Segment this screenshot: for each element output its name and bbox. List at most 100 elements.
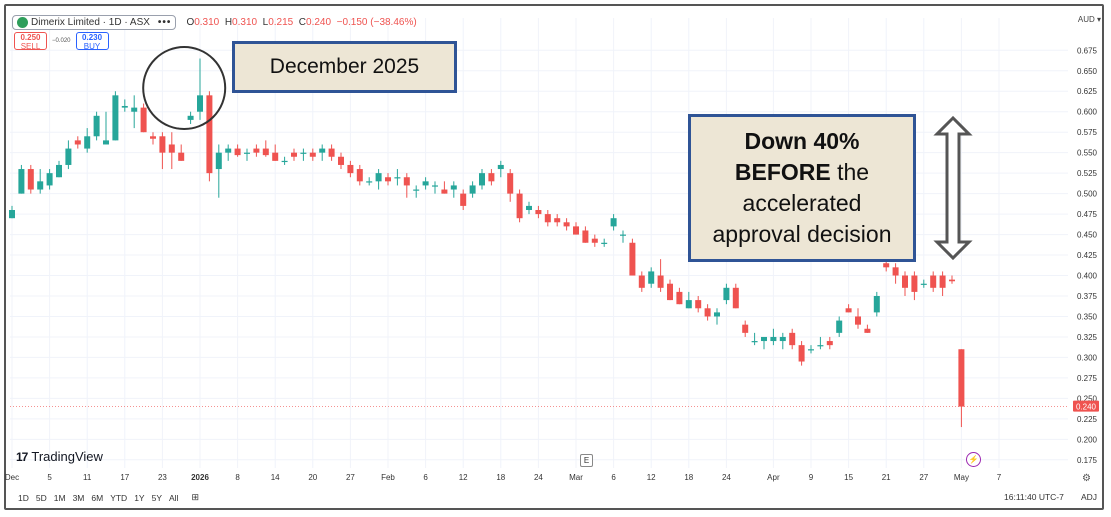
candle-body [676,291,683,305]
candle-body [958,349,965,407]
gear-icon[interactable]: ⚙ [1082,473,1091,484]
candle-body [74,140,81,145]
time-tick-label: 5 [47,473,52,482]
symbol-selector[interactable]: Dimerix Limited · 1D · ASX ••• [12,14,177,30]
candle-body [855,316,861,325]
candle-body [206,95,213,174]
range-3m[interactable]: 3M [72,492,85,503]
earnings-badge[interactable]: E [580,454,593,467]
candle-body [798,345,805,362]
candle-body [375,173,382,182]
candle-body [18,169,25,194]
candle-body [309,152,316,157]
range-ytd[interactable]: YTD [110,492,128,503]
lightning-event-icon[interactable]: ⚡ [966,452,981,467]
candle-body [338,156,344,165]
adjust-toggle[interactable]: ADJ [1081,492,1098,502]
candle-body [272,152,279,161]
candle-body [601,242,608,244]
candle-body [751,341,758,343]
candle-body [159,136,166,153]
time-tick-label: 23 [158,473,167,482]
time-tick-label: 17 [120,473,129,482]
chart-header: Dimerix Limited · 1D · ASX ••• O0.310 H0… [12,13,417,31]
candle-body [37,181,44,190]
close-value: 0.240 [306,16,332,28]
time-tick-label: 7 [997,473,1002,482]
time-tick-label: 6 [611,473,616,482]
candle-body [234,148,241,156]
candle-body [347,164,354,174]
time-tick-label: 9 [809,473,814,482]
candle-body [930,275,937,288]
range-1y[interactable]: 1Y [134,492,145,503]
price-tick-label: 0.200 [1077,435,1098,444]
time-tick-label: 24 [534,473,543,482]
range-5d[interactable]: 5D [35,492,47,503]
tradingview-logo[interactable]: 17 TradingView [16,449,103,464]
price-tick-label: 0.425 [1077,251,1098,260]
price-tick-label: 0.250 [1077,394,1098,403]
range-1m[interactable]: 1M [53,492,66,503]
candle-body [197,95,203,112]
price-tick-label: 0.175 [1077,456,1098,465]
change-value: −0.150 (−38.46%) [336,16,417,28]
candle-body [864,328,871,333]
double-arrow-icon [933,115,973,261]
candle-body [291,152,297,157]
candle-body [469,185,476,194]
chart-frame [4,4,1104,510]
candle-body [902,275,908,288]
candle-body [488,173,495,182]
candle-body [56,164,62,178]
calendar-icon[interactable]: ⊞ [191,492,199,502]
open-value: 0.310 [194,16,220,28]
candle-body [394,177,401,179]
company-logo-icon [17,16,28,28]
candle-body [789,332,796,346]
buy-label: BUY [83,42,101,51]
tradingview-name: TradingView [31,449,103,464]
price-tick-label: 0.500 [1077,190,1098,199]
annotation-text-1: the [830,159,870,185]
candle-body [262,148,269,156]
candle-body [422,181,429,186]
candle-body [450,185,457,190]
low-value: 0.215 [268,16,294,28]
price-tick-label: 0.400 [1077,272,1098,281]
range-5y[interactable]: 5Y [151,492,162,503]
more-options-icon[interactable]: ••• [157,16,172,28]
range-6m[interactable]: 6M [91,492,104,503]
price-tick-label: 0.475 [1077,210,1098,219]
price-tick-label: 0.650 [1077,67,1098,76]
trade-panel: 0.250 SELL −0.020 0.230 BUY [14,32,109,51]
candle-body [667,283,673,301]
candle-body [27,169,34,190]
price-tick-label: 0.550 [1077,149,1098,158]
range-all[interactable]: All [169,492,179,503]
currency-selector[interactable]: AUD ▾ [1077,15,1101,24]
currency-label: AUD [1077,15,1095,24]
candle-body [526,205,532,210]
candle-body [84,136,91,149]
time-tick-label: 20 [308,473,317,482]
time-tick-label: Feb [381,473,395,482]
time-readout[interactable]: 16:11:40 UTC-7 [1004,492,1064,502]
sell-button[interactable]: 0.250 SELL [14,32,47,51]
candle-body [544,214,551,223]
candle-body [873,296,880,313]
candle-body [93,115,100,137]
time-tick-label: 6 [423,473,428,482]
buy-button[interactable]: 0.230 BUY [75,32,109,51]
candle-body [723,287,730,301]
candle-body [103,140,109,145]
candle-body [591,238,598,243]
candle-body [563,222,570,227]
candle-body [432,185,438,187]
candle-body [281,160,288,163]
range-1d[interactable]: 1D [18,492,29,503]
time-tick-label: 18 [496,473,505,482]
sell-label: SELL [20,42,41,51]
price-tick-label: 0.450 [1077,231,1098,240]
